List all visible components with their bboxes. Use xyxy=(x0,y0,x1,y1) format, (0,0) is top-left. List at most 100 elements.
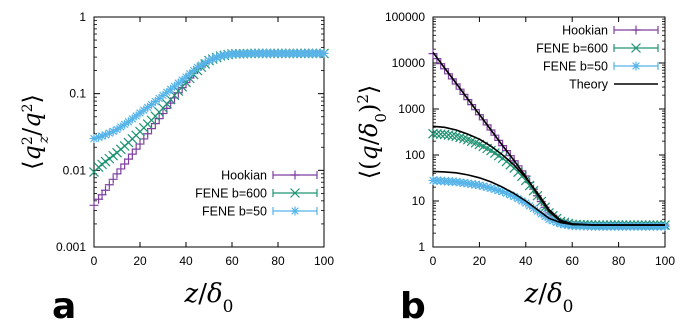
data-point xyxy=(660,221,670,231)
legend-label: Hookian xyxy=(221,169,267,183)
data-point xyxy=(135,139,145,149)
legend-marker xyxy=(290,188,300,198)
panel-b-label: b xyxy=(400,286,426,322)
data-point xyxy=(158,90,168,100)
data-point xyxy=(154,93,164,103)
legend-marker xyxy=(631,25,641,35)
panel-a-label: a xyxy=(52,286,76,322)
data-point xyxy=(127,149,137,159)
x-tick-label: 100 xyxy=(655,254,675,268)
data-point xyxy=(166,84,176,94)
legend-label: FENE b=600 xyxy=(536,42,608,56)
y-tick-label: 1000 xyxy=(398,102,425,116)
data-point xyxy=(104,180,114,190)
data-point xyxy=(552,217,562,227)
data-point xyxy=(131,144,141,154)
svg-text:⟨(q/δ0)2⟩: ⟨(q/δ0)2⟩ xyxy=(354,85,390,180)
data-point xyxy=(455,132,465,143)
x-tick-label: 80 xyxy=(271,254,285,268)
x-tick-label: 100 xyxy=(314,254,334,268)
data-point xyxy=(116,164,126,174)
y-tick-label: 1 xyxy=(418,240,425,254)
panel-a-series xyxy=(89,48,329,210)
data-point xyxy=(544,214,554,224)
data-point xyxy=(319,48,329,58)
data-point xyxy=(524,180,535,191)
data-point xyxy=(112,125,122,135)
panel-b-ticks: 0 20 40 60 80 100 1 10 100 1000 10000 100000 xyxy=(385,10,675,268)
data-point xyxy=(223,50,233,60)
data-point xyxy=(116,122,126,132)
data-point xyxy=(204,56,214,66)
data-point xyxy=(124,117,133,127)
x-tick-label: 40 xyxy=(179,254,193,268)
x-tick-label: 20 xyxy=(133,254,147,268)
data-point xyxy=(525,201,535,211)
x-tick-label: 60 xyxy=(225,254,239,268)
data-point xyxy=(185,69,195,79)
data-point xyxy=(170,81,179,91)
data-point xyxy=(139,105,149,115)
data-point xyxy=(501,188,511,198)
x-tick-label: 0 xyxy=(430,254,437,268)
data-point xyxy=(509,192,519,202)
data-point xyxy=(474,180,484,190)
data-point xyxy=(548,216,558,226)
data-point xyxy=(196,60,206,70)
data-point xyxy=(505,190,515,200)
data-point xyxy=(189,66,199,76)
legend-marker xyxy=(290,170,300,180)
data-point xyxy=(89,200,99,210)
data-point xyxy=(135,108,145,118)
data-point xyxy=(216,51,225,61)
data-point xyxy=(181,72,191,82)
data-point xyxy=(127,114,137,124)
y-tick-label: 1 xyxy=(79,10,86,24)
y-tick-label: 0.01 xyxy=(63,163,87,177)
panel-b-x-axis-label: z/δ0 xyxy=(524,279,574,317)
legend-marker xyxy=(631,61,641,71)
data-point xyxy=(131,111,141,121)
data-point xyxy=(101,185,110,195)
y-tick-label: 0.001 xyxy=(56,240,86,254)
data-point xyxy=(513,194,523,204)
data-point xyxy=(143,129,153,139)
legend-label: FENE b=50 xyxy=(202,205,267,219)
x-tick-label: 40 xyxy=(519,254,533,268)
data-point xyxy=(517,196,527,206)
data-point xyxy=(108,126,118,136)
data-point xyxy=(120,119,130,129)
legend-label: FENE b=50 xyxy=(543,60,608,74)
data-point xyxy=(520,175,531,186)
series-cross-1 xyxy=(89,48,329,177)
y-tick-label: 0.1 xyxy=(69,87,86,101)
data-point xyxy=(498,187,508,197)
panel-b-legend: Hookian FENE b=600 FENE b=50 Theory xyxy=(536,24,659,92)
data-point xyxy=(521,198,531,208)
legend-marker xyxy=(631,43,641,53)
data-point xyxy=(529,204,539,214)
data-point xyxy=(112,169,122,179)
data-point xyxy=(193,62,202,72)
data-point xyxy=(173,78,183,88)
data-point xyxy=(532,206,542,216)
data-point xyxy=(459,133,469,144)
legend-label: Theory xyxy=(569,78,609,92)
data-point xyxy=(154,114,164,124)
x-tick-label: 0 xyxy=(91,254,98,268)
data-point xyxy=(447,130,458,141)
data-point xyxy=(540,212,550,222)
data-point xyxy=(108,174,118,184)
data-point xyxy=(120,159,130,169)
data-point xyxy=(428,128,438,139)
panel-b: 0 20 40 60 80 100 1 10 100 1000 10000 100000 Hookia… xyxy=(354,10,675,322)
data-point xyxy=(219,50,229,60)
panel-a: 0 20 40 60 80 100 0.001 0.01 0.1 1 Hookian FENE b=… xyxy=(18,10,334,322)
svg-text:⟨q2z/q2⟩: ⟨q2z/q2⟩ xyxy=(18,94,52,170)
y-tick-label: 10 xyxy=(412,194,426,208)
data-point xyxy=(162,87,172,97)
x-tick-label: 20 xyxy=(473,254,487,268)
data-point xyxy=(536,209,546,219)
data-point xyxy=(101,130,110,140)
data-point xyxy=(150,97,160,107)
